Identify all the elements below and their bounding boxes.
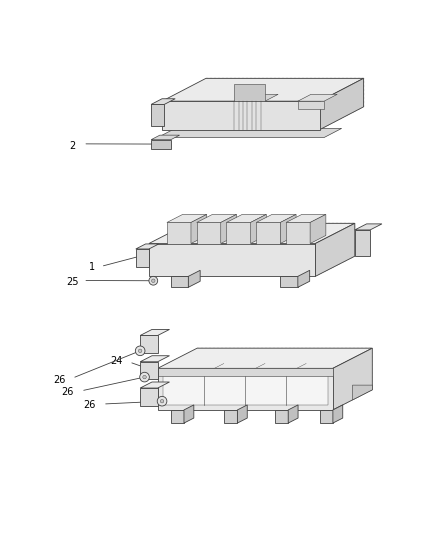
Polygon shape <box>140 356 170 362</box>
Polygon shape <box>167 214 207 222</box>
Text: 2: 2 <box>69 141 75 151</box>
Polygon shape <box>333 405 343 423</box>
Circle shape <box>157 397 167 406</box>
Polygon shape <box>197 222 221 244</box>
Circle shape <box>160 399 164 403</box>
Polygon shape <box>136 244 159 249</box>
Text: 26: 26 <box>53 375 65 384</box>
Polygon shape <box>140 388 158 406</box>
Polygon shape <box>136 249 149 266</box>
Polygon shape <box>171 410 184 423</box>
Polygon shape <box>251 214 266 244</box>
Circle shape <box>149 276 158 285</box>
Polygon shape <box>355 230 370 256</box>
Polygon shape <box>151 104 164 126</box>
Text: 24: 24 <box>110 356 122 366</box>
Text: 26: 26 <box>62 387 74 397</box>
Polygon shape <box>353 385 372 400</box>
Polygon shape <box>286 214 326 222</box>
Polygon shape <box>256 214 296 222</box>
Polygon shape <box>162 78 364 101</box>
Polygon shape <box>288 405 298 423</box>
Polygon shape <box>140 362 158 379</box>
Polygon shape <box>158 368 333 410</box>
Polygon shape <box>298 101 324 109</box>
Polygon shape <box>167 222 191 244</box>
Polygon shape <box>298 94 337 101</box>
Polygon shape <box>355 224 382 230</box>
Polygon shape <box>184 405 194 423</box>
Circle shape <box>138 349 142 352</box>
Polygon shape <box>140 382 170 388</box>
Polygon shape <box>226 214 266 222</box>
Polygon shape <box>158 368 333 376</box>
Polygon shape <box>162 101 320 130</box>
Polygon shape <box>224 410 237 423</box>
Text: 26: 26 <box>84 400 96 410</box>
Polygon shape <box>188 270 200 287</box>
Circle shape <box>143 375 146 379</box>
Polygon shape <box>286 222 310 244</box>
Polygon shape <box>320 78 364 130</box>
Polygon shape <box>151 135 180 140</box>
Polygon shape <box>140 335 158 353</box>
Polygon shape <box>149 244 315 276</box>
Polygon shape <box>256 222 280 244</box>
Text: 1: 1 <box>89 262 95 271</box>
Polygon shape <box>171 276 188 287</box>
Polygon shape <box>280 214 296 244</box>
Polygon shape <box>280 276 298 287</box>
Polygon shape <box>221 214 237 244</box>
Polygon shape <box>149 223 355 244</box>
Polygon shape <box>234 94 278 101</box>
Polygon shape <box>234 84 265 101</box>
Polygon shape <box>333 348 372 410</box>
Circle shape <box>152 279 155 282</box>
Polygon shape <box>158 348 372 368</box>
Polygon shape <box>320 410 333 423</box>
Polygon shape <box>151 99 175 104</box>
Polygon shape <box>237 405 247 423</box>
Polygon shape <box>298 270 310 287</box>
Polygon shape <box>151 140 171 149</box>
Polygon shape <box>275 410 288 423</box>
Circle shape <box>140 372 149 382</box>
Polygon shape <box>197 214 237 222</box>
Polygon shape <box>191 214 207 244</box>
Text: 25: 25 <box>66 277 78 287</box>
Polygon shape <box>140 329 170 335</box>
Polygon shape <box>158 128 342 138</box>
Polygon shape <box>310 214 326 244</box>
Polygon shape <box>163 374 328 405</box>
Polygon shape <box>226 222 251 244</box>
Polygon shape <box>315 223 355 276</box>
Circle shape <box>135 346 145 356</box>
